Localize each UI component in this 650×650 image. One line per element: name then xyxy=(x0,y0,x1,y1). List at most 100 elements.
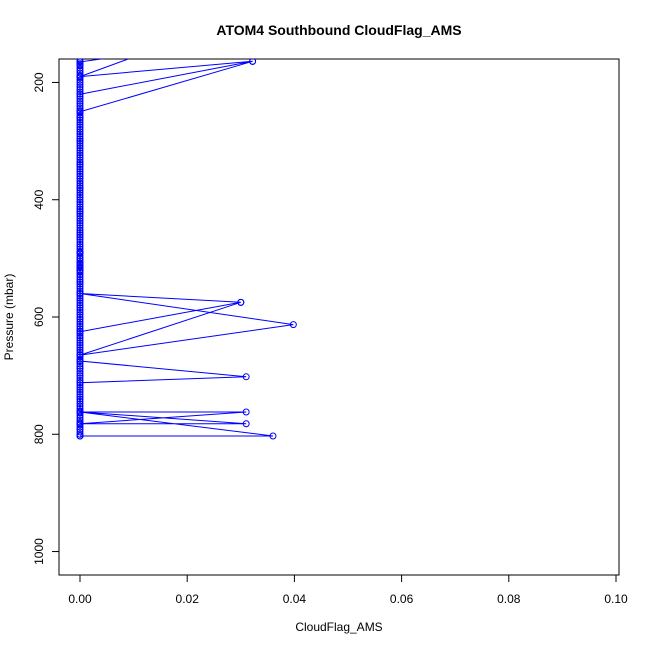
data-point xyxy=(76,196,84,204)
x-tick-label: 0.10 xyxy=(604,592,628,606)
data-point xyxy=(76,189,84,197)
data-point xyxy=(76,240,84,248)
data-point xyxy=(76,407,84,415)
data-point xyxy=(76,264,84,272)
data-point xyxy=(76,334,84,342)
data-point xyxy=(76,236,84,244)
data-point xyxy=(76,386,84,394)
data-point xyxy=(76,273,84,281)
data-point xyxy=(76,238,84,246)
data-point xyxy=(76,233,84,241)
data-point xyxy=(76,226,84,234)
data-point xyxy=(76,376,84,384)
data-point xyxy=(76,313,84,321)
data-point xyxy=(76,154,84,162)
data-point xyxy=(76,332,84,340)
data-point xyxy=(76,137,84,145)
y-tick-label: 400 xyxy=(32,189,46,209)
data-point xyxy=(76,315,84,323)
data-point xyxy=(76,297,84,305)
data-point xyxy=(76,362,84,370)
data-point xyxy=(76,245,84,253)
data-point xyxy=(76,104,84,112)
data-point xyxy=(76,78,84,86)
data-point xyxy=(76,252,84,260)
data-point xyxy=(76,400,84,408)
data-point xyxy=(242,420,250,428)
data-point xyxy=(76,165,84,173)
data-point xyxy=(76,146,84,154)
y-axis: 200 400 600 800 1000 xyxy=(32,72,60,565)
data-point xyxy=(76,67,84,75)
data-point xyxy=(76,421,84,429)
data-point xyxy=(76,81,84,89)
series-line xyxy=(79,59,294,437)
data-point xyxy=(76,109,84,117)
data-point xyxy=(76,74,84,82)
data-point xyxy=(76,163,84,171)
data-point xyxy=(76,285,84,293)
data-point xyxy=(76,118,84,126)
data-point xyxy=(76,365,84,373)
data-point xyxy=(76,280,84,288)
data-point xyxy=(76,294,84,302)
data-point xyxy=(76,259,84,267)
data-point xyxy=(76,292,84,300)
data-point xyxy=(76,275,84,283)
data-point xyxy=(76,409,84,417)
data-point xyxy=(76,207,84,215)
data-point xyxy=(76,283,84,291)
data-point xyxy=(76,348,84,356)
data-point xyxy=(289,321,297,329)
data-point xyxy=(76,423,84,431)
data-point xyxy=(76,374,84,382)
data-point xyxy=(76,395,84,403)
data-point xyxy=(76,172,84,180)
data-point xyxy=(76,151,84,159)
data-point xyxy=(76,62,84,70)
data-point xyxy=(76,90,84,98)
data-point xyxy=(76,203,84,211)
x-tick-label: 0.06 xyxy=(390,592,414,606)
data-point xyxy=(76,184,84,192)
plot-frame xyxy=(58,58,620,576)
data-point xyxy=(76,404,84,412)
data-point xyxy=(76,125,84,133)
data-point xyxy=(76,76,84,84)
x-tick-label: 0.08 xyxy=(497,592,521,606)
data-point xyxy=(76,343,84,351)
data-point xyxy=(76,142,84,150)
data-point xyxy=(76,261,84,269)
data-point xyxy=(76,161,84,169)
data-point xyxy=(76,222,84,230)
data-point xyxy=(76,97,84,105)
data-point xyxy=(237,298,245,306)
data-point xyxy=(76,69,84,77)
data-point xyxy=(76,64,84,72)
data-point xyxy=(76,355,84,363)
data-point xyxy=(76,149,84,157)
y-tick-label: 200 xyxy=(32,72,46,92)
data-point xyxy=(76,205,84,213)
data-point xyxy=(76,327,84,335)
data-point xyxy=(76,290,84,298)
data-point xyxy=(76,388,84,396)
data-point xyxy=(76,336,84,344)
data-point xyxy=(76,85,84,93)
data-point xyxy=(76,397,84,405)
data-point xyxy=(76,320,84,328)
data-point xyxy=(76,121,84,129)
data-point xyxy=(76,144,84,152)
data-point xyxy=(76,123,84,131)
data-point xyxy=(76,128,84,136)
data-point xyxy=(76,175,84,183)
data-point xyxy=(76,139,84,147)
data-point xyxy=(76,325,84,333)
data-point xyxy=(141,50,147,56)
x-tick-label: 0.02 xyxy=(176,592,200,606)
data-point xyxy=(76,114,84,122)
data-point xyxy=(76,306,84,314)
y-tick-label: 600 xyxy=(32,307,46,327)
data-point xyxy=(76,71,84,79)
